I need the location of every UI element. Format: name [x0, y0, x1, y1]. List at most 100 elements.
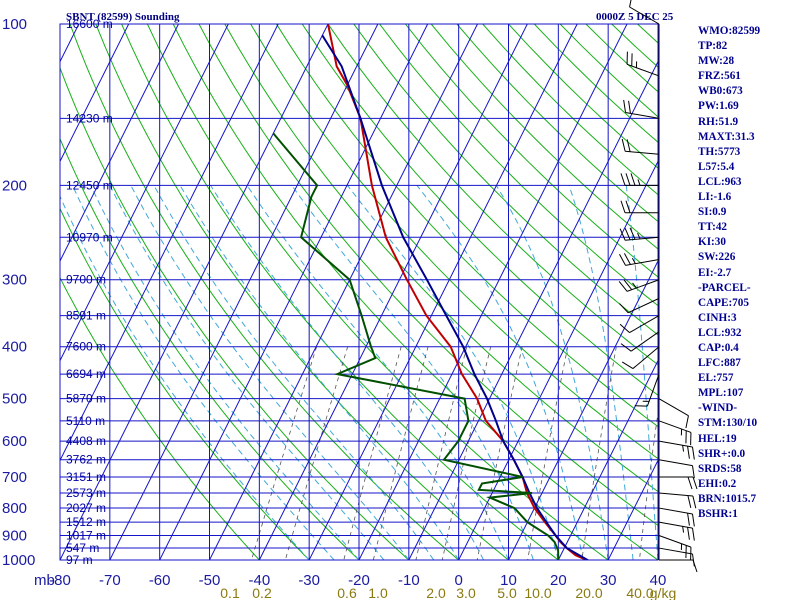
wind-barb-half-feather: [631, 257, 636, 264]
index-line: TT:42: [698, 221, 728, 234]
wind-barb-staff: [625, 150, 660, 155]
wind-barb-feather: [628, 100, 631, 114]
temperature-label: 40: [650, 572, 667, 589]
pressure-label: 600: [2, 433, 27, 450]
wind-barb-staff: [626, 63, 660, 77]
index-line: RH:51.9: [698, 115, 739, 128]
temperature-label: -60: [149, 572, 171, 589]
mixing-ratio-line: [343, 346, 402, 560]
wind-barb: [619, 315, 660, 334]
moist-adiabat: [625, 185, 658, 560]
wind-barb-feather: [623, 99, 627, 113]
index-line: LI:-1.6: [698, 191, 732, 204]
isotherm: [60, 24, 329, 560]
pressure-label: 400: [2, 339, 27, 356]
wind-barb-feather: [619, 228, 626, 241]
wind-barb-feather: [687, 446, 690, 459]
pressure-label: 700: [2, 469, 27, 486]
wind-barb-feather: [620, 200, 626, 213]
wind-barb: [634, 373, 660, 407]
wind-barb: [623, 99, 660, 119]
temperature-label: -20: [348, 572, 370, 589]
height-label: 1512 m: [66, 515, 106, 529]
isotherm: [607, 459, 658, 560]
wind-barb-feather: [687, 513, 690, 526]
index-line: LCL:932: [698, 326, 742, 339]
dry-adiabat: [327, 24, 658, 366]
index-line: BSHR:1: [698, 508, 738, 520]
wind-barb-feather: [620, 173, 626, 186]
mixing-ratio-label: 10.0: [524, 585, 551, 600]
index-line: WB0:673: [698, 85, 743, 98]
wind-barb: [621, 138, 660, 155]
wind-barb-feather: [626, 139, 631, 152]
dry-adiabat: [146, 24, 610, 560]
height-label: 7600 m: [66, 340, 106, 354]
sounding-time: 0000Z 5 DEC 25: [596, 11, 674, 23]
wind-barb-staff: [629, 6, 660, 25]
wind-barb-feather: [621, 361, 634, 369]
station-title: SBNT (82599) Sounding: [66, 11, 180, 23]
mixing-ratio-line: [527, 346, 569, 560]
index-line: EHI:0.2: [698, 477, 737, 490]
wind-barb: [619, 253, 660, 266]
isotherm: [458, 160, 658, 560]
height-label: 3151 m: [66, 470, 106, 484]
wind-barb-feather: [692, 559, 698, 573]
wind-barb-feather: [619, 323, 630, 333]
moist-adiabat: [246, 185, 509, 560]
wind-barb-staff: [658, 398, 689, 417]
height-label: 2027 m: [66, 501, 106, 515]
wind-barb: [658, 492, 697, 509]
height-label: 10970 m: [66, 230, 113, 244]
height-label: 5110 m: [66, 414, 105, 428]
index-line: SW:226: [698, 251, 736, 264]
wind-barb-feather: [620, 343, 632, 352]
pressure-label: 500: [2, 391, 27, 408]
dry-adiabat: [224, 24, 658, 493]
isotherm: [60, 24, 179, 263]
wind-barb: [659, 559, 698, 573]
height-label: 12450 m: [66, 178, 113, 192]
wind-barb: [658, 507, 695, 527]
wind-barb: [658, 440, 695, 460]
mixing-ratio-line: [638, 409, 658, 560]
wind-barb-half-feather: [632, 282, 637, 289]
wind-barb-feather: [624, 228, 631, 241]
wind-barb-staff: [658, 459, 693, 467]
wind-barb-feather: [692, 495, 697, 509]
pressure-label: 200: [2, 177, 27, 194]
height-label: 3762 m: [66, 453, 106, 467]
height-label: 16600 m: [66, 17, 113, 31]
dry-adiabat: [60, 207, 310, 560]
wind-barb: [629, 0, 660, 25]
wind-barb-staff: [658, 420, 692, 433]
index-panel: WMO:82599 TP:82 MW:28 FRZ:561 WB0:673 PW:1.69…: [698, 24, 798, 522]
wind-barb-feather: [619, 303, 629, 314]
dry-adiabat: [301, 24, 658, 396]
isotherm: [60, 24, 130, 163]
temperature-label: 30: [600, 572, 617, 589]
mixing-ratio-line: [372, 346, 429, 560]
wind-barb-staff: [658, 535, 692, 548]
wind-barb-half-feather: [682, 445, 685, 452]
wind-barb-feather: [687, 476, 693, 490]
wind-barb-half-feather: [682, 526, 685, 533]
wind-barb: [620, 200, 659, 214]
pressure-label: 300: [2, 272, 27, 289]
mixing-ratio-label: 20.0: [575, 585, 602, 600]
height-label: 1017 m: [66, 529, 106, 543]
index-line: LFC:887: [698, 357, 741, 370]
height-label: 6694 m: [66, 367, 106, 381]
index-line: L57:5.4: [698, 160, 735, 173]
wind-barb-staff: [658, 507, 693, 515]
wind-barb-feather: [623, 279, 633, 290]
wind-barb-staff: [658, 521, 693, 529]
wind-barb: [618, 279, 660, 292]
height-label: 14230 m: [66, 111, 113, 125]
mixing-ratio-label: 0.1: [220, 585, 240, 600]
wind-barb: [658, 521, 695, 541]
mixing-ratio-line: [581, 346, 617, 560]
index-line: CINH:3: [698, 311, 737, 324]
dry-adiabat: [430, 24, 658, 250]
